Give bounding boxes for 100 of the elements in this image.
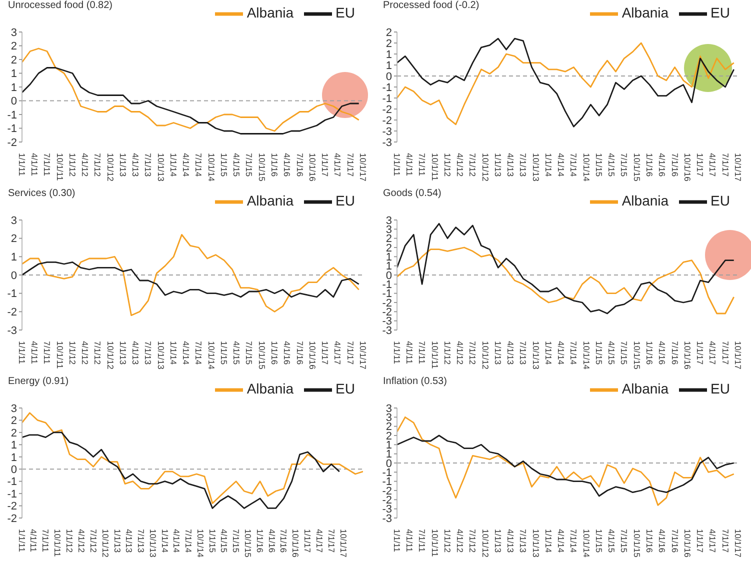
x-tick-label: 7/1/11 <box>417 153 428 176</box>
legend-label: EU <box>710 380 730 397</box>
x-tick-label: 7/1/14 <box>183 529 194 553</box>
x-tick-label: 7/1/15 <box>231 529 242 553</box>
chart-title: Processed food (-0.2) <box>383 0 480 11</box>
x-tick-label: 1/1/14 <box>544 153 554 177</box>
x-tick-label: 10/1/16 <box>682 529 693 558</box>
x-tick-label: 10/1/15 <box>632 153 642 182</box>
x-tick-label: 1/1/11 <box>392 153 402 176</box>
y-tick-label: 3 <box>386 214 392 227</box>
chart-title: Inflation (0.53) <box>383 376 447 387</box>
x-tick-label: 1/1/13 <box>493 529 504 553</box>
y-tick-label: 3 <box>10 214 17 227</box>
x-tick-label: 4/1/13 <box>130 341 141 365</box>
x-tick-label: 7/1/17 <box>345 153 356 177</box>
x-tick-label: 4/1/17 <box>708 529 718 553</box>
x-tick-label: 4/1/17 <box>708 153 718 177</box>
x-tick-label: 1/1/16 <box>270 153 280 177</box>
x-tick-label: 1/1/14 <box>544 341 554 365</box>
x-tick-label: 10/1/13 <box>148 529 158 558</box>
x-tick-label: 1/1/16 <box>644 341 655 365</box>
x-tick-label: 7/1/14 <box>194 341 204 365</box>
y-tick-label: 0 <box>10 464 17 476</box>
x-tick-label: 4/1/11 <box>29 153 40 176</box>
x-tick-label: 4/1/15 <box>232 341 242 365</box>
x-tick-label: 7/1/14 <box>194 153 204 177</box>
x-tick-label: 4/1/17 <box>708 341 718 365</box>
y-tick-label: 1 <box>10 68 17 80</box>
x-tick-label: 4/1/12 <box>455 341 466 365</box>
y-tick-label: 0 <box>386 70 392 83</box>
y-tick-label: -2 <box>382 104 392 116</box>
x-tick-label: 10/1/14 <box>206 153 216 182</box>
x-tick-label: 7/1/11 <box>40 529 51 552</box>
x-tick-label: 7/1/11 <box>417 341 428 364</box>
x-tick-label: 4/1/14 <box>172 529 182 553</box>
x-tick-label: 4/1/13 <box>506 529 516 553</box>
x-tick-label: 4/1/16 <box>657 341 668 365</box>
y-tick-label: 1 <box>10 252 17 264</box>
x-tick-label: 1/1/15 <box>219 341 230 365</box>
x-tick-label: 4/1/16 <box>282 153 292 177</box>
x-tick-label: 10/1/11 <box>52 529 63 557</box>
x-tick-label: 10/1/13 <box>156 153 166 182</box>
x-tick-label: 4/1/15 <box>219 529 230 553</box>
x-tick-label: 7/1/16 <box>670 529 680 553</box>
y-tick-label: -1 <box>7 123 17 136</box>
x-tick-label: 10/1/17 <box>733 529 743 558</box>
x-tick-label: 10/1/14 <box>581 529 592 558</box>
x-tick-label: 10/1/13 <box>156 341 166 370</box>
x-tick-label: 7/1/11 <box>42 341 52 364</box>
y-tick-label: 3 <box>386 402 392 415</box>
x-tick-label: 10/1/17 <box>733 341 743 370</box>
y-tick-label: -1 <box>7 476 17 488</box>
x-tick-label: 1/1/15 <box>594 529 604 553</box>
legend-label: Albania <box>246 380 294 397</box>
x-tick-label: 1/1/13 <box>112 529 122 553</box>
x-tick-label: 1/1/16 <box>255 529 266 553</box>
x-tick-label: 10/1/11 <box>54 341 65 369</box>
x-tick-label: 4/1/11 <box>28 529 39 552</box>
x-tick-label: 4/1/13 <box>130 153 141 177</box>
x-tick-label: 4/1/16 <box>266 529 277 553</box>
x-tick-label: 1/1/16 <box>644 529 655 553</box>
x-tick-label: 7/1/16 <box>670 341 680 365</box>
x-tick-label: 1/1/14 <box>544 529 554 553</box>
x-tick-label: 10/1/17 <box>358 341 368 370</box>
x-tick-label: 10/1/14 <box>581 341 592 370</box>
y-tick-label: 1 <box>386 60 392 72</box>
x-tick-label: 10/1/11 <box>430 153 440 181</box>
y-tick-label: -2 <box>382 114 392 127</box>
x-tick-label: 1/1/17 <box>320 341 330 365</box>
x-tick-label: 10/1/12 <box>105 341 116 370</box>
x-tick-label: 1/1/13 <box>493 153 504 177</box>
legend-label: EU <box>336 4 355 21</box>
legend-label: EU <box>336 192 355 209</box>
x-tick-label: 1/1/17 <box>695 341 706 365</box>
x-tick-label: 7/1/15 <box>244 341 254 365</box>
x-tick-label: 7/1/12 <box>88 529 98 553</box>
legend-label: Albania <box>622 380 669 397</box>
x-tick-label: 10/1/12 <box>100 529 110 558</box>
x-tick-label: 7/1/13 <box>136 529 146 553</box>
x-tick-label: 10/1/11 <box>430 341 440 369</box>
y-tick-label: 2 <box>10 415 17 428</box>
x-tick-label: 1/1/12 <box>67 341 78 365</box>
x-tick-label: 1/1/13 <box>118 153 128 177</box>
x-tick-label: 4/1/17 <box>314 529 324 553</box>
y-tick-label: 0 <box>10 96 17 108</box>
x-tick-label: 10/1/13 <box>530 341 541 370</box>
x-tick-label: 4/1/17 <box>332 153 343 177</box>
x-tick-label: 10/1/16 <box>308 341 318 370</box>
x-tick-label: 10/1/16 <box>682 341 693 370</box>
y-tick-label: -2 <box>7 136 17 149</box>
y-tick-label: 1 <box>10 440 17 452</box>
x-tick-label: 4/1/16 <box>282 341 292 365</box>
x-tick-label: 4/1/12 <box>80 341 90 365</box>
y-tick-label: -1 <box>7 109 17 122</box>
x-tick-label: 1/1/12 <box>442 153 452 177</box>
x-tick-label: 7/1/14 <box>568 153 579 177</box>
y-tick-label: -1 <box>7 288 17 300</box>
y-tick-label: -2 <box>7 500 17 513</box>
x-tick-label: 4/1/11 <box>404 529 414 552</box>
y-tick-label: -3 <box>382 136 392 149</box>
